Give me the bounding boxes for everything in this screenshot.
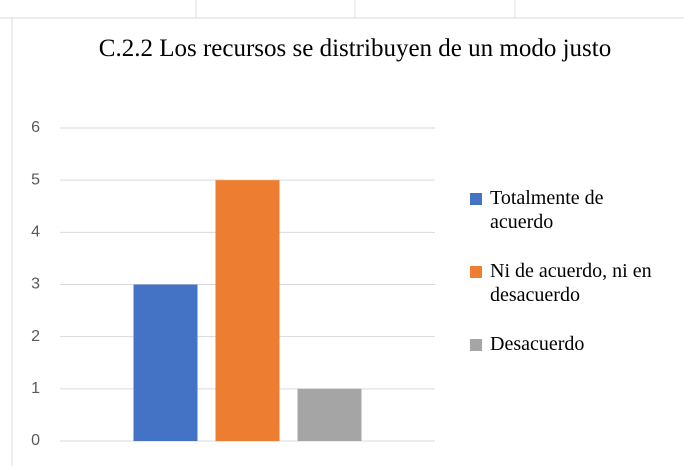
legend-swatch (470, 339, 482, 351)
chart-title: C.2.2 Los recursos se distribuyen de un … (98, 35, 612, 62)
legend-swatch (470, 266, 482, 278)
legend-label: Ni de acuerdo, ni en desacuerdo (490, 260, 652, 306)
y-tick-label: 5 (31, 171, 40, 188)
legend-label: Desacuerdo (490, 333, 585, 355)
y-tick-label: 4 (31, 224, 40, 241)
y-tick-label: 6 (31, 119, 40, 136)
legend-entry: Totalmente de acuerdo (470, 186, 670, 234)
legend-entry: Ni de acuerdo, ni en desacuerdo (470, 259, 670, 307)
legend-entry: Desacuerdo (470, 332, 670, 356)
legend: Totalmente de acuerdo Ni de acuerdo, ni e… (470, 186, 670, 381)
legend-swatch (470, 193, 482, 205)
legend-label: Totalmente de acuerdo (490, 187, 604, 233)
y-tick-label: 2 (31, 328, 40, 345)
y-tick-label: 0 (31, 432, 40, 449)
bar (133, 284, 198, 441)
bar (215, 180, 280, 441)
bar (297, 388, 362, 441)
y-tick-label: 1 (31, 380, 40, 397)
y-tick-label: 3 (31, 276, 40, 293)
